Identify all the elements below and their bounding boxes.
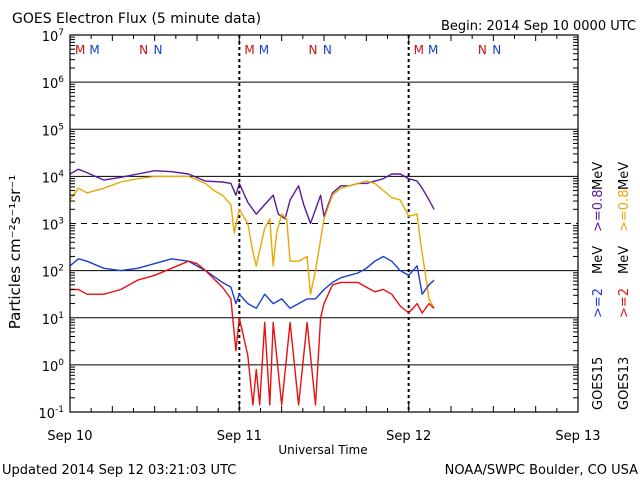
y-tick-label-1e2: 102 [42,264,64,281]
chart-title: GOES Electron Flux (5 minute data) [12,11,261,27]
marker-n-11: N [492,43,501,57]
marker-m-8: M [414,43,424,57]
legend: GOES15 GOES13 >=2 MeV >=2 MeV >=0.8 MeV … [591,162,632,410]
series-goes15-2-mev [69,255,435,309]
y-axis-ticks: 107 106 105 104 103 102 101 100 10-1 [38,28,578,422]
x-tick-label-sep-10: Sep 10 [47,429,92,444]
legend-mev-3: MeV [591,162,606,190]
y-tick-label-1e3: 103 [42,217,64,234]
series-goes15-0-8-mev [69,168,435,225]
x-tick-label-sep-11: Sep 11 [217,429,262,444]
x-tick-label-sep-12: Sep 12 [386,429,431,444]
legend-goes15-ge2: >=2 [591,288,606,318]
marker-m-4: M [244,43,254,57]
legend-goes13-ge08: >=0.8 [617,190,632,232]
marker-m-9: M [428,43,438,57]
y-tick-label-1e1: 101 [42,311,64,328]
marker-n-10: N [478,43,487,57]
begin-label: Begin: 2014 Sep 10 0000 UTC [441,19,636,34]
marker-m-1: M [89,43,99,57]
marker-n-6: N [309,43,318,57]
marker-m-5: M [259,43,269,57]
legend-mev-1: MeV [591,246,606,274]
y-tick-label-1e6: 106 [42,75,65,92]
y-tick-label-1e5: 105 [42,122,64,139]
marker-n-3: N [154,43,163,57]
x-axis-ticks: Sep 10 Sep 11 Sep 12 Sep 13 [47,35,601,444]
y-axis-label: Particles cm⁻²s⁻¹sr⁻¹ [6,175,24,329]
y-tick-label-1e-1: 10-1 [38,405,64,422]
updated-label: Updated 2014 Sep 12 03:21:03 UTC [2,463,236,478]
legend-goes15-ge08: >=0.8 [591,190,606,232]
credit-label: NOAA/SWPC Boulder, CO USA [445,463,638,478]
series-layer [69,168,435,406]
y-tick-label-1e4: 104 [42,169,65,186]
legend-mev-4: MeV [617,162,632,190]
legend-mev-2: MeV [617,246,632,274]
marker-n-2: N [139,43,148,57]
legend-goes13: GOES13 [617,357,632,410]
legend-goes13-ge2: >=2 [617,288,632,318]
legend-goes15: GOES15 [591,357,606,410]
marker-n-7: N [323,43,332,57]
series-goes13-0-8-mev [69,175,435,309]
series-goes13-2-mev [70,260,435,406]
y-tick-label-1e0: 100 [42,358,65,375]
y-tick-label-1e7: 107 [42,28,64,45]
grid [70,35,578,412]
x-axis-label: Universal Time [278,443,367,457]
x-tick-label-sep-13: Sep 13 [555,429,600,444]
marker-m-0: M [75,43,85,57]
